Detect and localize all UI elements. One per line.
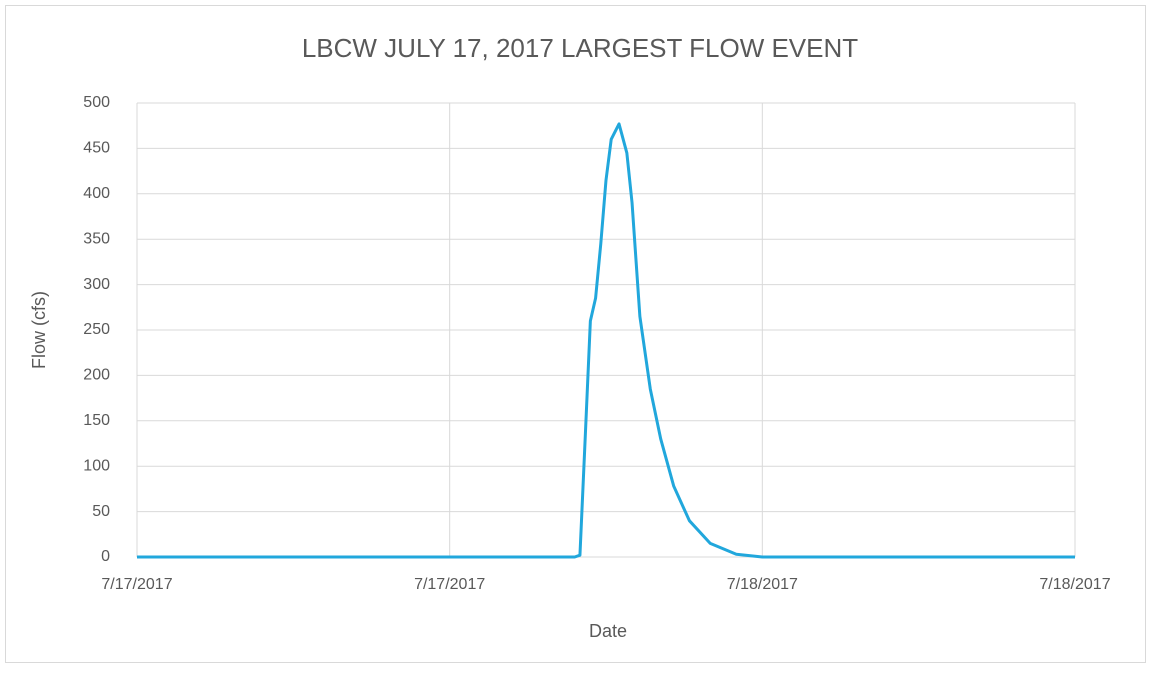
y-tick-label: 100 bbox=[83, 457, 110, 474]
y-tick-label: 450 bbox=[83, 140, 110, 157]
y-tick-label: 150 bbox=[83, 412, 110, 429]
y-tick-label: 500 bbox=[83, 94, 110, 111]
y-axis-label: Flow (cfs) bbox=[29, 291, 49, 369]
y-tick-label: 350 bbox=[83, 230, 110, 247]
data-line bbox=[137, 122, 1075, 559]
y-tick-label: 300 bbox=[83, 276, 110, 293]
y-tick-label: 0 bbox=[101, 548, 110, 565]
x-tick-label: 7/17/2017 bbox=[101, 576, 172, 593]
x-axis-label: Date bbox=[589, 621, 627, 641]
y-tick-label: 200 bbox=[83, 367, 110, 384]
y-tick-label: 400 bbox=[83, 185, 110, 202]
x-tick-label: 7/17/2017 bbox=[414, 576, 485, 593]
chart-frame bbox=[5, 5, 1146, 663]
y-tick-label: 50 bbox=[92, 503, 110, 520]
x-tick-label: 7/18/2017 bbox=[1039, 576, 1110, 593]
x-tick-label: 7/18/2017 bbox=[727, 576, 798, 593]
chart-title: LBCW JULY 17, 2017 LARGEST FLOW EVENT bbox=[302, 33, 858, 63]
y-tick-label: 250 bbox=[83, 321, 110, 338]
